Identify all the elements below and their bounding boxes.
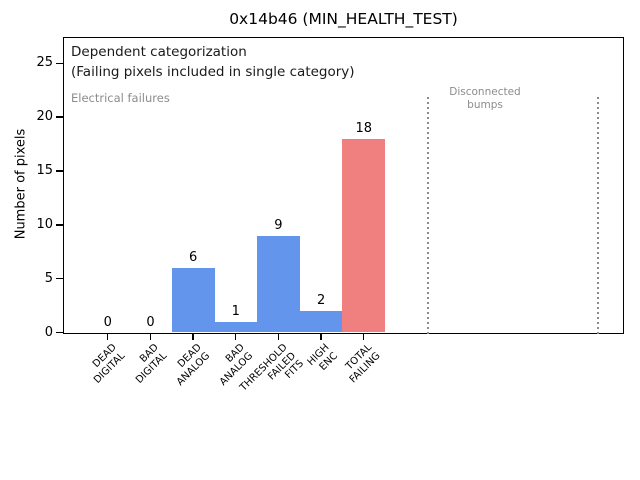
x-tick-label: BAD DIGITAL [133, 342, 170, 386]
y-tick-mark [56, 62, 63, 65]
bar-total-failing [342, 138, 386, 333]
plot-area [63, 37, 624, 334]
y-tick-label: 25 [36, 55, 53, 71]
y-tick-label: 5 [44, 270, 53, 286]
bar-value-label: 2 [316, 292, 326, 308]
x-tick-mark [149, 334, 152, 340]
annotation-electrical-failures: Electrical failures [71, 91, 170, 105]
y-tick-label: 20 [36, 109, 53, 125]
x-tick-label: HIGH ENC [305, 342, 341, 373]
x-tick-mark [277, 334, 280, 340]
x-tick-mark [363, 334, 365, 340]
y-tick-mark [56, 116, 63, 118]
bar-value-label: 9 [274, 217, 283, 233]
divider-vline [426, 96, 429, 334]
x-tick-mark [235, 334, 237, 340]
x-tick-mark [320, 334, 322, 340]
x-tick-label: DEAD ANALOG [174, 342, 213, 388]
bar-value-label: 6 [188, 249, 198, 265]
annotation-disconnected-bumps: Disconnected bumps [449, 86, 521, 111]
bar-value-label: 1 [231, 303, 240, 319]
bar-value-label: 0 [103, 314, 112, 330]
chart-title: 0x14b46 (MIN_HEALTH_TEST) [229, 10, 458, 28]
x-tick-mark [192, 334, 194, 340]
bar-high-enc [299, 310, 343, 333]
bar-value-label: 0 [146, 314, 155, 330]
y-tick-mark [56, 170, 63, 172]
x-tick-label: TOTAL FAILING [344, 342, 383, 386]
y-tick-label: 10 [36, 216, 53, 232]
bar-dead-analog [171, 267, 215, 333]
bar-value-label: 18 [355, 120, 373, 136]
x-tick-mark [107, 334, 109, 340]
x-tick-label: DEAD DIGITAL [90, 342, 127, 386]
divider-vline [597, 96, 600, 334]
y-tick-label: 15 [36, 163, 53, 178]
bar-bad-analog [214, 321, 258, 333]
y-tick-label: 0 [44, 324, 53, 340]
y-tick-mark [56, 331, 63, 334]
bar-threshold-failed-fits [257, 235, 301, 333]
y-tick-mark [56, 277, 63, 280]
y-tick-mark [56, 224, 63, 226]
annotation-dependent-categorization: Dependent categorization (Failing pixels… [71, 44, 355, 80]
